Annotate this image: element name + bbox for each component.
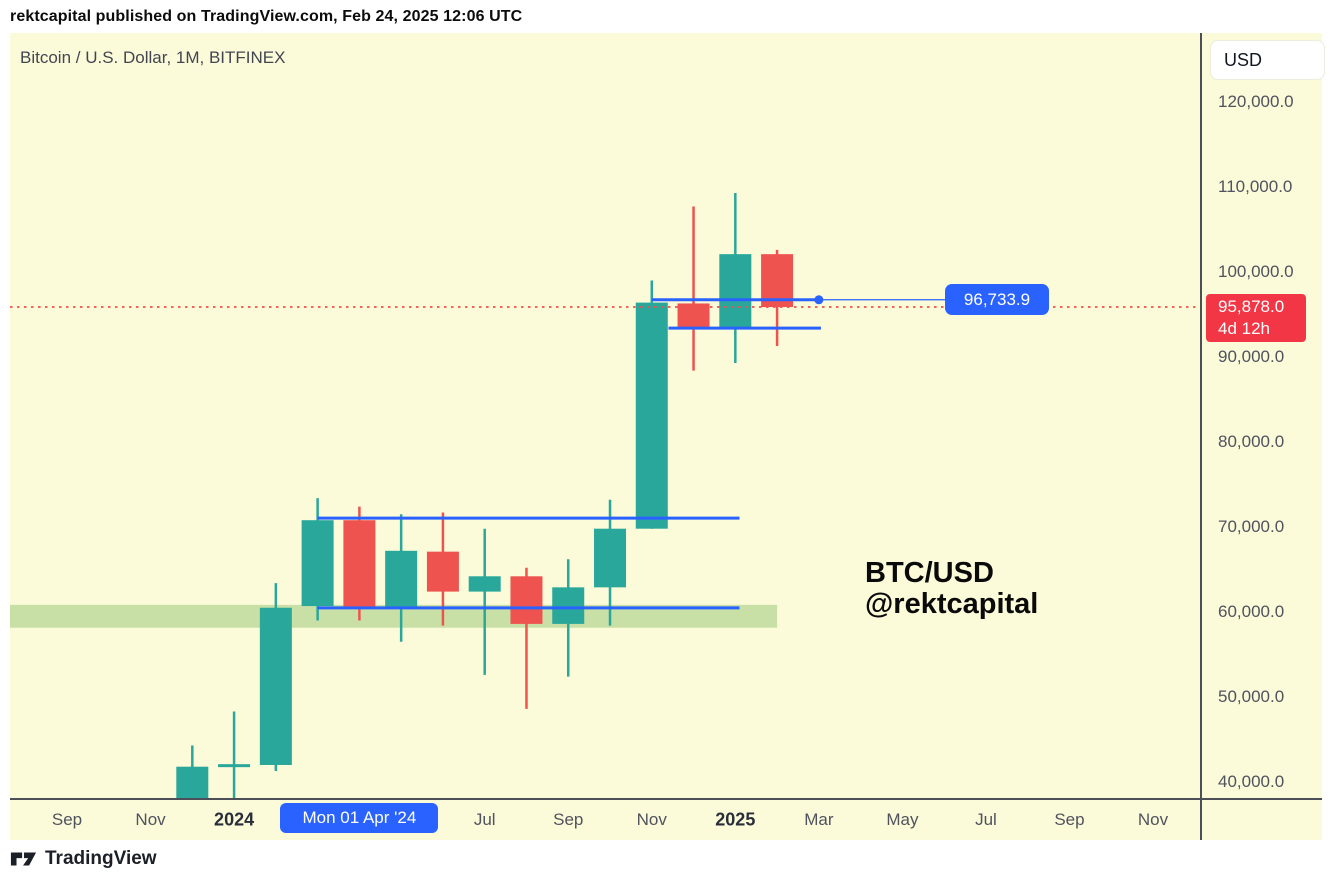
price-tick-label: 70,000.0: [1218, 517, 1285, 536]
candle-body: [259, 607, 292, 765]
price-axis[interactable]: USD 95,878.0 4d 12h 120,000.0 110,000.0 10…: [1202, 33, 1325, 840]
attribution-header: rektcapital published on TradingView.com…: [10, 8, 523, 25]
bar-countdown: 4d 12h: [1218, 319, 1270, 339]
time-axis-separator: [10, 798, 1322, 800]
currency-toggle-button[interactable]: USD: [1210, 40, 1325, 80]
candle-body: [385, 550, 418, 609]
candle-body: [552, 587, 585, 624]
time-tick-label: Jul: [975, 810, 997, 829]
candle-body: [510, 576, 543, 624]
last-price-badge: 95,878.0 4d 12h: [1206, 294, 1306, 343]
time-tick-label: Sep: [1054, 810, 1085, 829]
candle-body: [218, 764, 251, 768]
watermark-author: @rektcapital: [865, 588, 1039, 620]
level-endpoint-dot: [814, 295, 824, 305]
price-tick-label: 40,000.0: [1218, 772, 1285, 791]
time-tick-label: Sep: [553, 810, 584, 829]
candle-body: [426, 551, 459, 592]
price-tick-label: 120,000.0: [1218, 92, 1294, 111]
time-tick-label: Nov: [1137, 810, 1169, 829]
price-tick-label: 100,000.0: [1218, 262, 1294, 281]
chart-frame: Bitcoin / U.S. Dollar, 1M, BITFINEX BTC/…: [10, 33, 1325, 840]
candle-body: [635, 302, 668, 529]
time-tick-label: Sep: [51, 810, 83, 829]
price-tick-label: 90,000.0: [1218, 347, 1285, 366]
watermark: BTC/USD @rektcapital: [865, 558, 1038, 620]
price-axis-separator: [1200, 33, 1202, 840]
candle-body: [468, 576, 501, 592]
time-tick-label: May: [886, 810, 919, 829]
price-tick-label: 50,000.0: [1218, 687, 1285, 706]
time-tick-label: Mar: [804, 810, 834, 829]
support-band: [10, 604, 778, 628]
price-tick-label: 80,000.0: [1218, 432, 1285, 451]
candle-body: [594, 528, 627, 588]
time-tick-label: Jul: [473, 810, 496, 829]
symbol-title: Bitcoin / U.S. Dollar, 1M, BITFINEX: [20, 48, 286, 67]
candlestick-canvas[interactable]: [10, 33, 1200, 798]
candle-body: [301, 520, 334, 607]
candle-body: [343, 520, 376, 609]
tradingview-branding[interactable]: TradingView: [10, 848, 157, 870]
time-tick-label: Nov: [135, 810, 166, 829]
tradingview-logo-text: TradingView: [45, 848, 157, 869]
time-tick-label: 2025: [715, 809, 756, 830]
time-tick-label: 2024: [214, 809, 255, 830]
last-price-value: 95,878.0: [1218, 297, 1285, 317]
chart-plot[interactable]: Bitcoin / U.S. Dollar, 1M, BITFINEX BTC/…: [10, 33, 1200, 798]
watermark-symbol: BTC/USD: [865, 557, 994, 589]
price-tick-label: 60,000.0: [1218, 602, 1285, 621]
candle-body: [176, 766, 209, 798]
time-axis[interactable]: Mon 01 Apr '24 Sep Nov 2024 Jul Sep Nov 2025 Ma…: [10, 800, 1200, 840]
tracked-price-label: 96,733.9: [945, 284, 1049, 316]
price-tick-label: 110,000.0: [1218, 177, 1293, 196]
candle-body: [761, 254, 794, 308]
date-marker-badge: Mon 01 Apr '24: [280, 803, 439, 833]
time-tick-label: Nov: [636, 810, 667, 829]
candle-body: [719, 254, 752, 329]
tradingview-logo-icon: [10, 852, 37, 866]
